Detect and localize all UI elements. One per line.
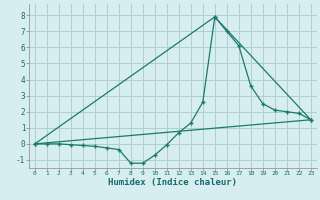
X-axis label: Humidex (Indice chaleur): Humidex (Indice chaleur)	[108, 178, 237, 187]
